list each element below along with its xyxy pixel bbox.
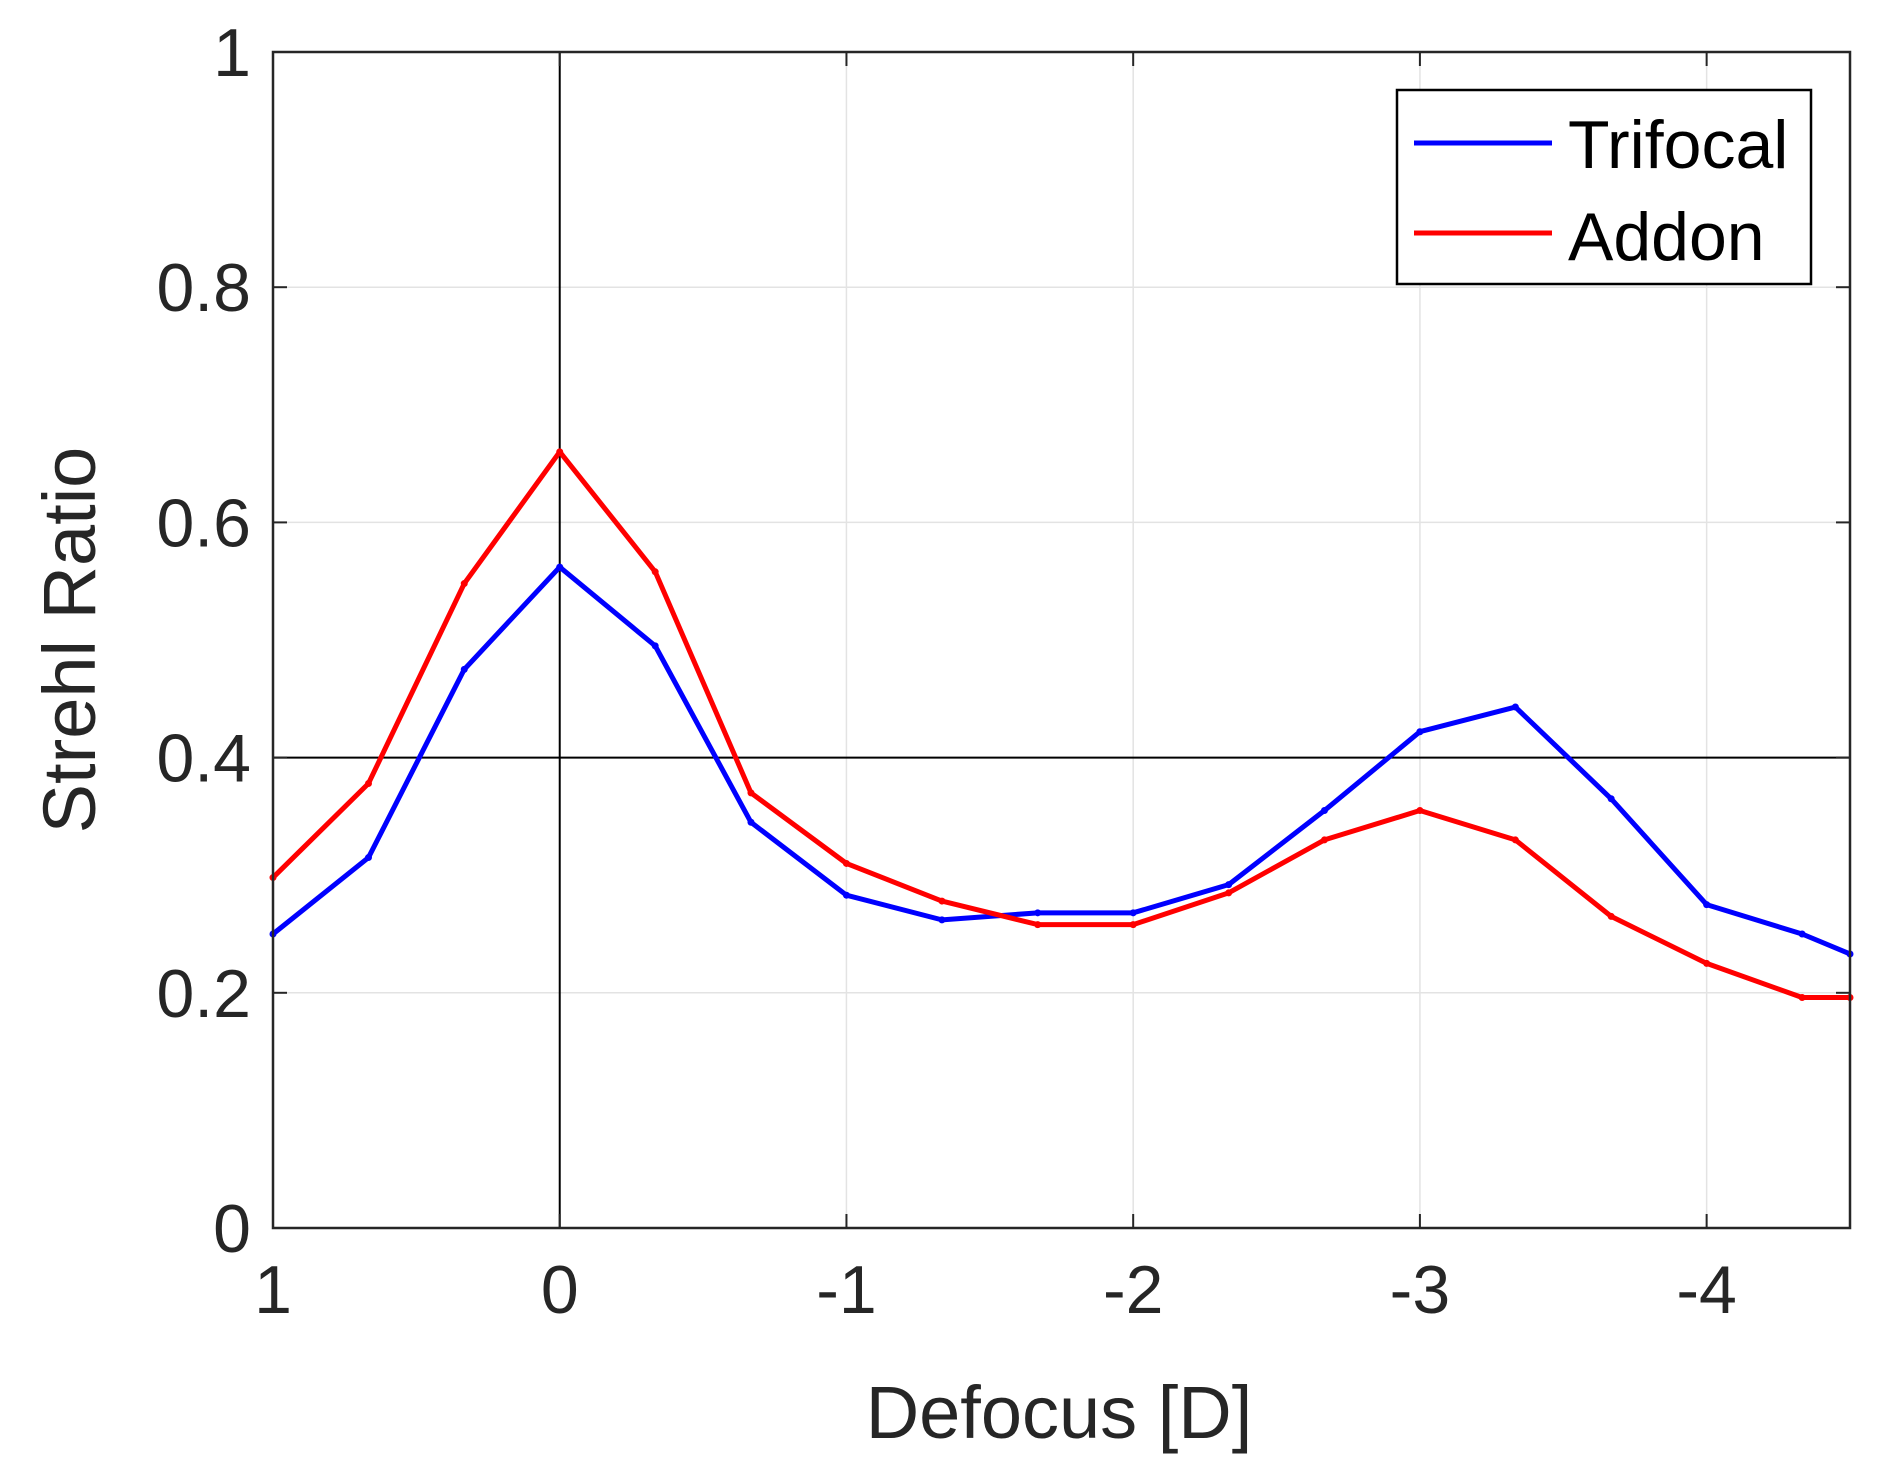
data-point-addon xyxy=(938,897,946,905)
data-point-trifocal xyxy=(1607,795,1615,803)
data-point-addon xyxy=(747,789,755,797)
data-point-addon xyxy=(460,580,468,588)
data-point-addon xyxy=(651,568,659,576)
y-tick-label: 0 xyxy=(213,1191,251,1267)
y-tick-label: 0.2 xyxy=(156,956,251,1032)
data-point-addon xyxy=(1225,889,1233,897)
x-tick-label: -4 xyxy=(1676,1252,1736,1328)
x-tick-label: -1 xyxy=(816,1252,876,1328)
series-lines xyxy=(269,448,1854,1002)
data-point-trifocal xyxy=(1034,909,1042,917)
series-markers-addon xyxy=(269,448,1854,1002)
y-tick-label: 0.4 xyxy=(156,721,251,797)
data-point-trifocal xyxy=(1798,930,1806,938)
data-point-addon xyxy=(1034,921,1042,929)
x-tick-label: 1 xyxy=(254,1252,292,1328)
data-point-addon xyxy=(1607,912,1615,920)
legend-label-addon: Addon xyxy=(1568,199,1765,275)
series-line-addon xyxy=(271,449,1850,1001)
axes xyxy=(271,50,1852,1230)
y-tick-label: 1 xyxy=(213,15,251,91)
data-point-trifocal xyxy=(556,563,564,571)
data-point-trifocal xyxy=(1225,881,1233,889)
data-point-addon xyxy=(556,448,564,456)
x-tick-label: -3 xyxy=(1390,1252,1450,1328)
data-point-trifocal xyxy=(1416,728,1424,736)
data-point-trifocal xyxy=(651,642,659,650)
data-point-addon xyxy=(1129,921,1137,929)
x-tick-label: -2 xyxy=(1103,1252,1163,1328)
data-point-trifocal xyxy=(1703,901,1711,909)
x-axis-title: Defocus [D] xyxy=(866,1371,1253,1454)
data-point-addon xyxy=(1320,836,1328,844)
series-markers-trifocal xyxy=(269,563,1854,958)
data-point-trifocal xyxy=(1511,703,1519,711)
data-point-addon xyxy=(364,779,372,787)
data-point-trifocal xyxy=(364,854,372,862)
data-point-trifocal xyxy=(1320,807,1328,815)
data-point-addon xyxy=(1416,807,1424,815)
x-tick-label: 0 xyxy=(541,1252,579,1328)
legend: Trifocal Addon xyxy=(1395,88,1813,286)
data-point-trifocal xyxy=(747,818,755,826)
series-line-trifocal xyxy=(271,564,1851,957)
tick-labels: 1 0 -1 -2 -3 -400.20.40.60.81 xyxy=(156,15,1736,1328)
reference-lines xyxy=(273,52,1850,1228)
data-point-addon xyxy=(842,859,850,867)
data-point-trifocal xyxy=(938,916,946,924)
legend-box xyxy=(1395,88,1813,286)
data-point-trifocal xyxy=(460,665,468,673)
data-point-addon xyxy=(1703,959,1711,967)
legend-label-trifocal: Trifocal xyxy=(1568,107,1788,183)
data-point-trifocal xyxy=(842,891,850,899)
y-tick-label: 0.8 xyxy=(156,250,251,326)
data-point-addon xyxy=(1798,994,1806,1002)
data-point-trifocal xyxy=(1129,909,1137,917)
axes-box xyxy=(271,50,1852,1230)
data-point-addon xyxy=(1511,836,1519,844)
y-tick-label: 0.6 xyxy=(156,485,251,561)
y-axis-title: Strehl Ratio xyxy=(28,447,111,834)
